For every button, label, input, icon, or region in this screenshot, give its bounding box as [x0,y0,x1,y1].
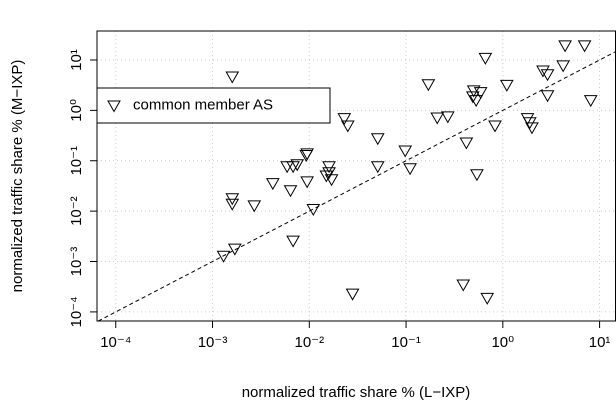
x-tick-label: 10⁰ [491,334,514,351]
point [525,122,539,135]
point [225,71,240,84]
y-tick-label: 10⁰ [68,99,85,122]
point [345,288,360,301]
point [227,243,242,256]
point [319,170,334,183]
point [283,185,298,198]
x-tick-label: 10⁻⁴ [100,334,131,351]
x-tick-label: 10¹ [589,334,611,351]
point [478,52,493,65]
point [265,178,280,191]
point [322,161,336,174]
point [536,65,550,78]
plot-frame [96,30,616,322]
point [480,292,495,305]
point [583,95,598,108]
point [558,40,572,53]
point [470,169,484,182]
y-axis-title: normalized traffic share % (M−IXP) [9,60,26,293]
point [322,167,336,180]
x-tick-label: 10⁻¹ [391,334,421,351]
y-tick-label: 10⁻³ [68,247,85,277]
point [456,279,471,292]
point [499,79,514,92]
point [286,161,300,174]
point [430,112,445,125]
point [280,161,294,174]
point [540,90,555,103]
y-tick-label: 10⁻⁴ [68,296,85,327]
x-axis-title: normalized traffic share % (L−IXP) [242,384,471,401]
point [556,60,570,73]
y-tick-label: 10⁻² [68,196,85,226]
point [286,235,300,248]
x-tick-label: 10⁻³ [198,334,228,351]
legend-label: common member AS [133,96,273,113]
point [473,87,488,100]
point [469,95,484,108]
y-tick-label: 10¹ [68,49,85,71]
point [225,198,240,211]
point [300,148,314,161]
point [421,79,436,92]
point [337,113,352,126]
point [247,200,262,213]
y-tick-label: 10⁻¹ [68,146,85,176]
point [577,40,592,53]
legend-marker [107,100,121,113]
x-tick-label: 10⁻² [294,334,324,351]
point [370,133,385,146]
point [459,137,474,150]
point [306,204,321,217]
legend-box [96,87,331,124]
point [540,69,555,82]
diagonal-line [98,51,616,321]
point [290,159,305,172]
point [465,91,480,104]
point [488,120,502,133]
point [398,145,413,158]
point [300,176,314,189]
point [216,250,231,263]
point [403,163,417,176]
point [440,111,455,124]
point [340,120,355,133]
point [370,161,385,174]
